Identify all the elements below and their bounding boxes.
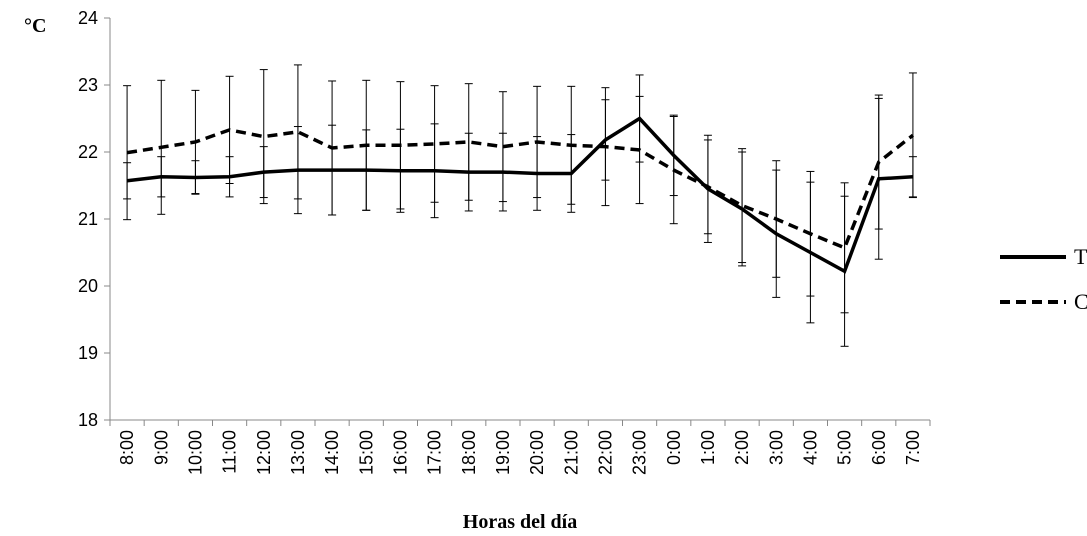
y-tick-label: 24 [78,8,98,28]
x-tick-label: 5:00 [835,430,855,465]
x-tick-label: 9:00 [151,430,171,465]
x-tick-label: 15:00 [356,430,376,475]
x-tick-label: 12:00 [254,430,274,475]
x-tick-label: 22:00 [595,430,615,475]
x-tick-label: 2:00 [732,430,752,465]
x-tick-label: 19:00 [493,430,513,475]
x-tick-label: 8:00 [117,430,137,465]
y-tick-label: 22 [78,142,98,162]
x-tick-label: 4:00 [800,430,820,465]
series-line [126,128,914,251]
x-tick-label: 7:00 [903,430,923,465]
legend-label: CC [1074,289,1087,314]
x-axis-label: Horas del día [463,511,577,533]
y-axis-label: °C [24,15,46,37]
x-tick-label: 3:00 [766,430,786,465]
series-line [126,116,914,274]
x-tick-label: 18:00 [459,430,479,475]
x-tick-label: 1:00 [698,430,718,465]
y-tick-label: 23 [78,75,98,95]
y-tick-label: 20 [78,276,98,296]
x-tick-label: 14:00 [322,430,342,475]
x-tick-label: 20:00 [527,430,547,475]
legend-label: TC [1074,244,1087,269]
x-tick-label: 23:00 [630,430,650,475]
x-tick-label: 0:00 [664,430,684,465]
y-tick-label: 19 [78,343,98,363]
x-tick-label: 11:00 [220,430,240,474]
x-tick-label: 6:00 [869,430,889,465]
x-tick-label: 21:00 [561,430,581,475]
x-tick-label: 10:00 [185,430,205,475]
y-tick-label: 18 [78,410,98,430]
x-tick-label: 13:00 [288,430,308,475]
x-tick-label: 17:00 [425,430,445,475]
y-tick-label: 21 [78,209,98,229]
x-tick-label: 16:00 [390,430,410,475]
